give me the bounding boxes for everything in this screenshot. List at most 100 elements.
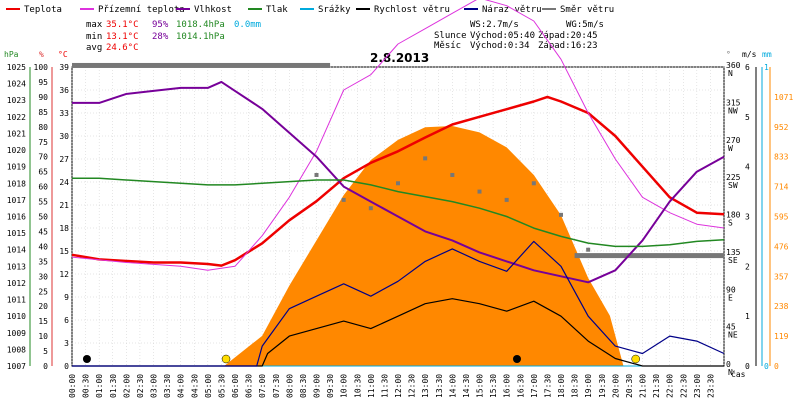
solar-tick-5: 595	[774, 213, 789, 222]
series-line-3	[72, 177, 725, 248]
temp-tick-12: 36	[59, 86, 69, 95]
temp-tick-3: 9	[64, 293, 69, 302]
x-tick-9: 04:30	[190, 374, 199, 398]
x-tick-1: 00:30	[82, 374, 91, 398]
stat-max-hum: 95%	[152, 20, 169, 30]
x-tick-34: 17:00	[530, 374, 539, 398]
stat-ws: WS:2.7m/s	[470, 20, 519, 30]
pressure-tick-6: 1013	[7, 262, 26, 271]
indicator-bar-1	[574, 253, 724, 259]
humidity-tick-13: 65	[38, 168, 48, 177]
pressure-tick-15: 1022	[7, 113, 26, 122]
sunrise-marker	[221, 354, 231, 364]
dir-point-1	[341, 197, 346, 202]
dir-card-4: S	[728, 219, 733, 228]
x-tick-16: 08:00	[285, 374, 294, 398]
dir-card-7: NW	[728, 106, 738, 115]
x-axis-label: čas	[731, 369, 746, 379]
x-tick-19: 09:30	[326, 374, 335, 398]
temp-tick-6: 18	[59, 224, 69, 233]
moonrise-marker	[82, 355, 91, 363]
x-tick-25: 12:30	[408, 374, 417, 398]
humidity-tick-11: 55	[38, 198, 48, 207]
stat-min-label: min	[86, 32, 102, 42]
x-tick-20: 10:00	[340, 374, 349, 398]
pressure-tick-3: 1010	[7, 312, 26, 321]
wind-tick-3: 3	[745, 213, 750, 222]
x-tick-14: 07:00	[258, 374, 267, 398]
stat-avg-temp: 24.6°C	[106, 43, 139, 53]
dir-tick-3: 135	[726, 248, 741, 257]
x-tick-43: 21:30	[652, 374, 661, 398]
sun-label: Slunce	[434, 31, 467, 41]
pressure-tick-7: 1014	[7, 246, 26, 255]
dir-point-8	[531, 181, 536, 186]
x-tick-0: 00:00	[68, 374, 77, 398]
x-tick-6: 03:00	[150, 374, 159, 398]
humidity-tick-10: 50	[38, 213, 48, 222]
stat-avg-label: avg	[86, 43, 102, 53]
stats-panel: max 35.1°C 95% 1018.4hPa 0.0mm min 13.1°…	[86, 20, 604, 53]
pressure-tick-5: 1012	[7, 279, 26, 288]
dir-point-3	[396, 181, 400, 186]
dir-tick-6: 270	[726, 136, 741, 145]
temp-tick-7: 21	[59, 201, 69, 210]
x-tick-42: 21:00	[639, 374, 648, 398]
humidity-tick-4: 20	[38, 302, 48, 311]
x-tick-5: 02:30	[136, 374, 145, 398]
temp-tick-0: 0	[64, 362, 69, 371]
dir-tick-1: 45	[726, 323, 736, 332]
dir-tick-8: 360	[726, 61, 741, 70]
wind-tick-4: 4	[745, 163, 750, 172]
x-tick-3: 01:30	[109, 374, 118, 398]
dir-point-4	[423, 156, 428, 161]
x-tick-4: 02:00	[122, 374, 131, 398]
x-tick-31: 15:30	[489, 374, 498, 398]
moonset-marker	[512, 355, 521, 363]
x-tick-33: 16:30	[516, 374, 525, 398]
x-tick-47: 23:30	[706, 374, 715, 398]
dir-tick-7: 315	[726, 98, 741, 107]
humidity-tick-9: 45	[38, 227, 48, 236]
dir-card-3: SE	[728, 256, 738, 265]
stat-min-hum: 28%	[152, 32, 169, 42]
moonrise: Východ:0:34	[470, 41, 530, 51]
x-tick-37: 18:30	[571, 374, 580, 398]
stat-max-temp: 35.1°C	[106, 20, 139, 30]
solar-tick-3: 357	[774, 272, 789, 281]
stat-min-temp: 13.1°C	[106, 32, 139, 42]
moonset: Západ:16:23	[538, 41, 598, 51]
x-tick-29: 14:30	[462, 374, 471, 398]
x-tick-45: 22:30	[679, 374, 688, 398]
rain-tick-0: 0	[764, 362, 769, 371]
x-tick-32: 16:00	[503, 374, 512, 398]
solar-tick-9: 1071	[774, 93, 793, 102]
dir-card-1: NE	[728, 331, 738, 340]
stat-max-rain: 0.0mm	[234, 20, 261, 30]
x-tick-27: 13:30	[435, 374, 444, 398]
dir-point-0	[314, 172, 319, 177]
temp-tick-9: 27	[59, 155, 69, 164]
dir-tick-4: 180	[726, 211, 741, 220]
dir-tick-0: 0	[726, 360, 731, 369]
humidity-tick-5: 25	[38, 287, 48, 296]
plot-area	[71, 0, 725, 367]
humidity-tick-14: 70	[38, 153, 48, 162]
solar-tick-4: 476	[774, 242, 789, 251]
x-tick-15: 07:30	[272, 374, 281, 398]
dir-point-6	[477, 189, 482, 194]
temp-tick-11: 33	[59, 109, 69, 118]
humidity-tick-0: 0	[43, 362, 48, 371]
solar-tick-6: 714	[774, 183, 789, 192]
stat-max-press: 1018.4hPa	[176, 20, 225, 30]
sunrise: Východ:05:40	[470, 31, 535, 41]
solar-tick-0: 0	[774, 362, 779, 371]
legend-label-4: Srážky	[318, 5, 351, 15]
pressure-tick-16: 1023	[7, 96, 26, 105]
wind-tick-2: 2	[745, 262, 750, 271]
pressure-unit: hPa	[4, 50, 19, 59]
humidity-tick-8: 40	[38, 242, 48, 251]
wind-unit: m/s	[742, 50, 757, 59]
legend-label-7: Směr větru	[560, 5, 614, 15]
stat-min-press: 1014.1hPa	[176, 32, 225, 42]
